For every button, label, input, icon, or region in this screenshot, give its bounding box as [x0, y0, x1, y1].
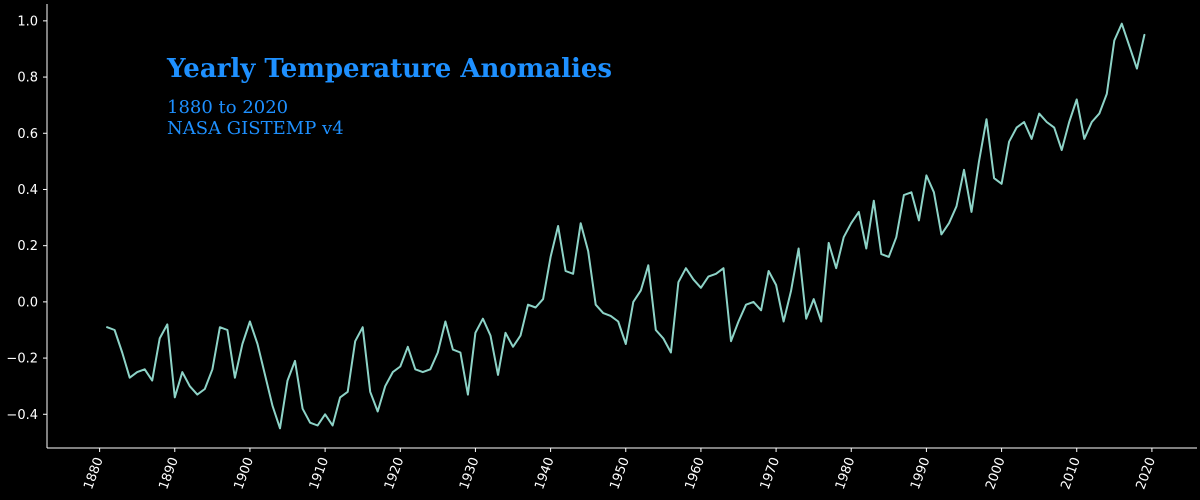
- y-tick-label: 0.0: [17, 295, 38, 310]
- y-tick-label: −0.2: [6, 352, 38, 367]
- plot-area: [106, 22, 1146, 430]
- y-tick-label: 0.8: [17, 71, 38, 86]
- series-line: [106, 22, 1146, 430]
- chart-subtitle-line-1: 1880 to 2020: [167, 97, 288, 118]
- y-tick-label: 0.4: [17, 183, 38, 198]
- chart-subtitle-line-2: NASA GISTEMP v4: [167, 118, 344, 139]
- y-tick-label: 0.6: [17, 127, 38, 142]
- y-tick-label: 0.2: [17, 239, 38, 254]
- y-tick-label: −0.4: [6, 408, 38, 423]
- y-tick-label: 1.0: [17, 14, 38, 29]
- chart-title: Yearly Temperature Anomalies: [166, 54, 612, 84]
